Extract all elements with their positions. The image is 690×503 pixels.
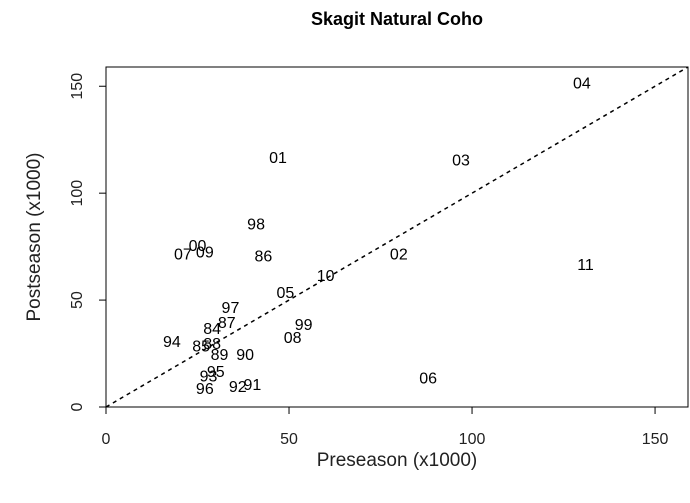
y-tick-label: 100 (69, 180, 86, 207)
point-label: 84 (203, 321, 221, 338)
point-label: 09 (196, 244, 214, 261)
point-label: 08 (284, 330, 302, 347)
point-label: 94 (163, 334, 181, 351)
point-label: 00 (189, 238, 207, 255)
plot-frame (105, 66, 689, 408)
y-axis-title: Postseason (x1000) (24, 153, 45, 322)
point-label: 03 (452, 152, 470, 169)
point-label: 96 (196, 381, 214, 398)
point-label: 98 (247, 216, 265, 233)
x-tick-label: 150 (642, 431, 669, 448)
point-label: 90 (236, 347, 254, 364)
point-label: 92 (229, 379, 247, 396)
x-axis-title: Preseason (x1000) (317, 450, 478, 471)
point-label: 05 (276, 285, 294, 302)
y-tick-label: 50 (69, 291, 86, 309)
point-label: 91 (244, 377, 262, 394)
point-label: 89 (211, 347, 229, 364)
point-label: 87 (218, 315, 236, 332)
point-label: 99 (295, 317, 313, 334)
reference-line (106, 67, 688, 407)
point-label: 02 (390, 246, 408, 263)
x-tick-label: 0 (102, 431, 111, 448)
point-label: 95 (207, 364, 225, 381)
point-label: 04 (573, 75, 591, 92)
point-label: 85 (192, 338, 210, 355)
point-label: 11 (577, 257, 594, 274)
point-label: 10 (317, 268, 335, 285)
point-label: 93 (200, 368, 218, 385)
point-label: 01 (269, 150, 287, 167)
chart-title: Skagit Natural Coho (311, 9, 483, 29)
point-label: 88 (203, 336, 221, 353)
x-tick-label: 100 (459, 431, 486, 448)
point-label: 06 (419, 370, 437, 387)
y-tick-label: 0 (69, 402, 86, 411)
point-label: 07 (174, 246, 192, 263)
point-label: 97 (222, 300, 240, 317)
x-tick-label: 50 (280, 431, 298, 448)
y-tick-label: 150 (69, 73, 86, 100)
point-label: 86 (254, 249, 272, 266)
